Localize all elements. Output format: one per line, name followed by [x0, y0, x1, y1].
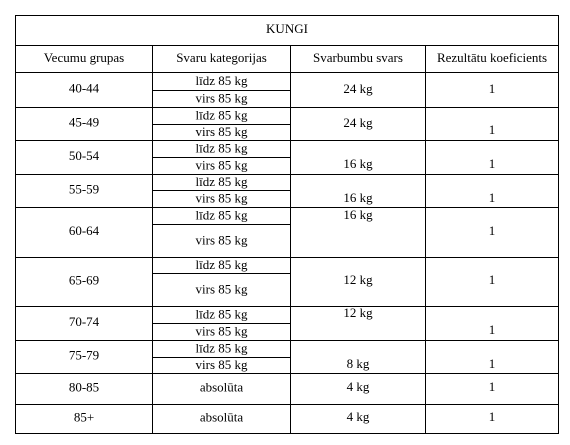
weight-category: absolūta — [200, 409, 244, 424]
weight-category: virs 85 kg — [196, 157, 249, 172]
coefficient: 1 — [489, 223, 496, 238]
weight-category: līdz 85 kg — [196, 107, 248, 122]
weight-category: absolūta — [200, 379, 244, 394]
age-group: 70-74 — [69, 314, 100, 329]
kettlebell-weight: 16 kg — [343, 156, 373, 171]
weight-category: līdz 85 kg — [196, 306, 248, 321]
kettlebell-weight: 4 kg — [347, 409, 370, 424]
kettlebell-weight: 12 kg — [343, 305, 373, 320]
column-header: Svarbumbu svars — [313, 50, 403, 65]
table-title: KUNGI — [266, 21, 308, 36]
age-group: 50-54 — [69, 148, 100, 163]
kettlebell-weight: 16 kg — [343, 207, 373, 222]
weight-category: virs 85 kg — [196, 190, 249, 205]
age-group: 40-44 — [69, 80, 100, 95]
weight-category: līdz 85 kg — [196, 174, 248, 189]
kettlebell-weight: 24 kg — [343, 115, 373, 130]
table-border — [15, 15, 559, 434]
coefficient: 1 — [489, 81, 496, 96]
weight-category: virs 85 kg — [196, 232, 249, 247]
age-group: 85+ — [74, 409, 94, 424]
column-header: Svaru kategorijas — [176, 50, 267, 65]
weight-category: līdz 85 kg — [196, 140, 248, 155]
weight-category: virs 85 kg — [196, 90, 249, 105]
weight-category: virs 85 kg — [196, 323, 249, 338]
kettlebell-weight: 24 kg — [343, 81, 373, 96]
age-group: 75-79 — [69, 347, 99, 362]
age-group: 60-64 — [69, 223, 100, 238]
coefficient: 1 — [489, 356, 496, 371]
weight-category: līdz 85 kg — [196, 207, 248, 222]
kettlebell-weight: 8 kg — [347, 356, 370, 371]
coefficient: 1 — [489, 409, 496, 424]
coefficient: 1 — [489, 322, 496, 337]
age-group: 55-59 — [69, 181, 99, 196]
coefficient: 1 — [489, 156, 496, 171]
kettlebell-weight: 16 kg — [343, 190, 373, 205]
column-header: Vecumu grupas — [44, 50, 125, 65]
weight-category: līdz 85 kg — [196, 340, 248, 355]
weight-category: virs 85 kg — [196, 124, 249, 139]
kettlebell-weight: 4 kg — [347, 379, 370, 394]
age-group: 65-69 — [69, 272, 99, 287]
weight-category: līdz 85 kg — [196, 257, 248, 272]
column-header: Rezultātu koeficients — [437, 50, 547, 65]
coefficient: 1 — [489, 379, 496, 394]
kettlebell-weight: 12 kg — [343, 272, 373, 287]
age-group: 45-49 — [69, 114, 99, 129]
weight-category: virs 85 kg — [196, 281, 249, 296]
coefficient: 1 — [489, 190, 496, 205]
coefficient: 1 — [489, 122, 496, 137]
weight-category: līdz 85 kg — [196, 73, 248, 88]
coefficient: 1 — [489, 272, 496, 287]
age-group: 80-85 — [69, 379, 99, 394]
weight-category: virs 85 kg — [196, 357, 249, 372]
